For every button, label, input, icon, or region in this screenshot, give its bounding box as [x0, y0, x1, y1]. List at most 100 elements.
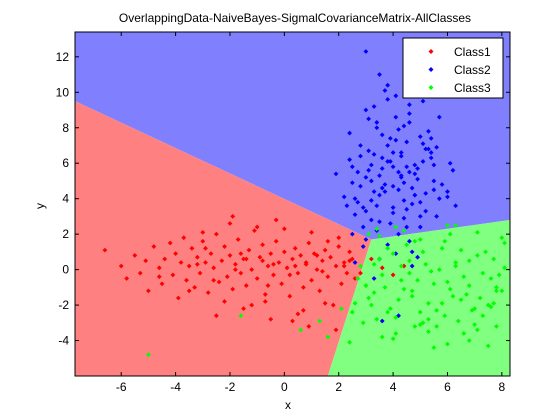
- data-point-class1: [322, 300, 328, 306]
- data-point-class1: [281, 226, 287, 232]
- data-point-class2: [409, 201, 415, 207]
- data-point-class1: [390, 272, 396, 278]
- data-point-class3: [407, 270, 412, 276]
- data-point-class2: [360, 244, 366, 249]
- data-point-class1: [287, 293, 293, 299]
- data-point-class2: [412, 171, 418, 177]
- data-point-class3: [502, 265, 507, 271]
- data-point-class1: [230, 286, 236, 292]
- data-point-class3: [434, 323, 439, 329]
- data-point-class1: [330, 302, 336, 308]
- data-point-class3: [445, 222, 450, 228]
- data-point-class3: [393, 331, 399, 336]
- x-tick-label: 2: [335, 380, 342, 394]
- data-point-class2: [363, 237, 369, 242]
- data-point-class3: [480, 313, 486, 319]
- data-point-class2: [401, 198, 407, 203]
- data-point-class2: [371, 276, 377, 281]
- data-point-class2: [363, 49, 369, 54]
- data-point-class2: [434, 214, 439, 219]
- data-point-class3: [377, 233, 382, 239]
- data-point-class2: [412, 192, 418, 198]
- data-point-class1: [320, 258, 325, 264]
- data-point-class1: [143, 258, 149, 264]
- data-point-class1: [341, 260, 347, 265]
- data-point-class2: [385, 82, 391, 88]
- data-point-class1: [279, 281, 285, 287]
- legend: Class1 Class2 Class3: [402, 37, 504, 99]
- data-point-class1: [271, 272, 276, 278]
- data-point-class1: [132, 253, 138, 258]
- y-tick-label: 12: [56, 50, 70, 64]
- data-point-class1: [178, 260, 184, 265]
- data-point-class3: [436, 267, 442, 273]
- data-point-class1: [333, 327, 339, 333]
- data-point-class2: [393, 93, 399, 99]
- data-point-class3: [409, 288, 415, 294]
- data-point-class1: [192, 284, 198, 290]
- data-point-class1: [233, 261, 238, 267]
- data-point-class3: [371, 290, 377, 296]
- data-point-class3: [461, 331, 467, 336]
- data-point-class2: [379, 155, 385, 161]
- data-point-class3: [480, 270, 486, 276]
- data-point-class2: [360, 224, 366, 230]
- data-point-class1: [325, 274, 331, 280]
- data-point-class3: [434, 307, 439, 313]
- y-tick-label: 0: [62, 263, 69, 277]
- data-point-class2: [428, 155, 434, 161]
- data-point-class3: [464, 292, 469, 297]
- data-point-class3: [339, 306, 344, 312]
- data-point-class2: [390, 205, 396, 210]
- x-tick-label: 8: [499, 380, 506, 394]
- data-point-class1: [262, 292, 268, 297]
- data-point-class2: [393, 251, 399, 257]
- data-point-class1: [284, 265, 290, 271]
- data-point-class1: [156, 274, 162, 280]
- data-point-class1: [233, 267, 238, 273]
- data-point-class1: [151, 244, 157, 249]
- data-point-class1: [162, 256, 168, 262]
- y-tick-label: 10: [56, 85, 70, 99]
- data-point-class3: [439, 245, 445, 251]
- data-point-class3: [502, 240, 507, 246]
- data-point-class2: [355, 169, 361, 175]
- data-point-class1: [222, 244, 227, 249]
- data-point-class2: [398, 150, 404, 155]
- data-point-class2: [390, 164, 396, 170]
- data-point-class3: [371, 261, 377, 267]
- data-point-class1: [159, 281, 165, 287]
- data-point-class2: [428, 135, 434, 141]
- data-point-class3: [491, 300, 497, 306]
- data-point-class2: [385, 143, 391, 148]
- axis-ticks: -6 -4 -2 0 2 4 6 8 -4 -2 0 2 4 6 8 10 12: [56, 32, 510, 394]
- data-point-class2: [374, 203, 380, 209]
- data-point-class1: [211, 277, 217, 283]
- data-point-class2: [390, 183, 396, 189]
- data-point-class2: [453, 203, 459, 209]
- y-tick-label: 8: [62, 121, 69, 135]
- data-point-class3: [494, 323, 499, 329]
- data-point-class2: [363, 208, 369, 214]
- data-point-class1: [339, 281, 344, 287]
- data-point-class2: [404, 164, 410, 170]
- data-point-class1: [205, 290, 211, 296]
- data-point-class1: [306, 240, 312, 246]
- data-point-class3: [325, 334, 331, 340]
- data-point-class3: [488, 304, 494, 310]
- data-point-class3: [431, 281, 437, 287]
- data-point-class3: [238, 313, 244, 319]
- data-point-class1: [287, 272, 293, 278]
- data-point-class3: [374, 316, 380, 322]
- data-point-class2: [401, 123, 407, 129]
- data-point-class3: [453, 260, 459, 265]
- data-point-class3: [387, 306, 393, 312]
- x-tick-label: 0: [281, 380, 288, 394]
- data-point-class2: [407, 238, 412, 244]
- data-point-class3: [366, 295, 372, 301]
- data-point-class3: [442, 238, 448, 244]
- data-point-class3: [428, 268, 434, 274]
- data-point-class3: [450, 293, 456, 299]
- data-point-class3: [317, 318, 323, 324]
- data-point-class3: [401, 228, 407, 233]
